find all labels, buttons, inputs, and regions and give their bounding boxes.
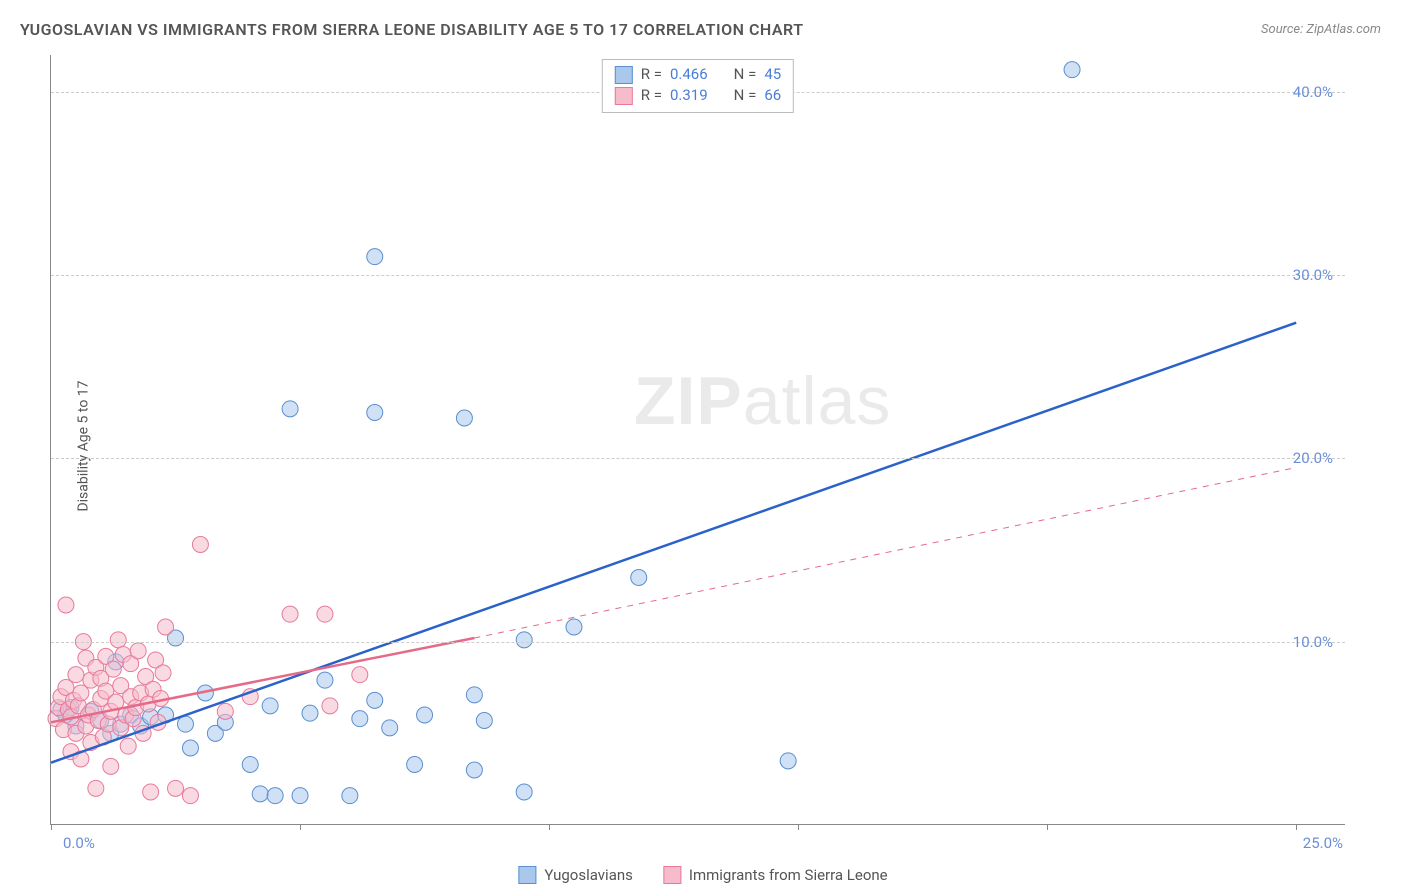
data-point <box>317 672 333 688</box>
data-point <box>182 740 198 756</box>
n-value-1: 66 <box>764 85 781 106</box>
data-point <box>317 606 333 622</box>
data-point <box>262 698 278 714</box>
data-point <box>367 249 383 265</box>
data-point <box>143 784 159 800</box>
data-point <box>292 788 308 804</box>
data-point <box>130 643 146 659</box>
bottom-legend: Yugoslavians Immigrants from Sierra Leon… <box>518 866 887 884</box>
data-point <box>566 619 582 635</box>
data-point <box>103 758 119 774</box>
data-point <box>217 703 233 719</box>
trend-line <box>51 323 1296 763</box>
data-point <box>352 667 368 683</box>
n-value-0: 45 <box>764 64 781 85</box>
trend-line-dashed <box>474 468 1296 639</box>
bottom-swatch-0 <box>518 866 536 884</box>
data-point <box>417 707 433 723</box>
y-tick-label: 30.0% <box>1293 266 1333 284</box>
data-point <box>158 619 174 635</box>
data-point <box>105 661 121 677</box>
data-point <box>1064 62 1080 78</box>
x-tick-label-min: 0.0% <box>63 834 95 852</box>
data-point <box>282 606 298 622</box>
stat-row-0: R = 0.466 N = 45 <box>615 64 781 85</box>
data-point <box>631 570 647 586</box>
data-point <box>367 692 383 708</box>
data-point <box>322 698 338 714</box>
data-point <box>367 405 383 421</box>
data-point <box>466 762 482 778</box>
swatch-series-1 <box>615 87 633 105</box>
data-point <box>110 632 126 648</box>
data-point <box>267 788 283 804</box>
data-point <box>516 784 532 800</box>
y-tick-label: 10.0% <box>1293 633 1333 651</box>
data-point <box>120 738 136 754</box>
chart-title: YUGOSLAVIAN VS IMMIGRANTS FROM SIERRA LE… <box>20 20 804 39</box>
data-point <box>780 753 796 769</box>
data-point <box>155 665 171 681</box>
data-point <box>177 716 193 732</box>
r-value-0: 0.466 <box>670 64 708 85</box>
data-point <box>466 687 482 703</box>
n-label-0: N = <box>734 64 757 85</box>
data-point <box>302 705 318 721</box>
data-point <box>58 597 74 613</box>
r-label-0: R = <box>641 64 662 85</box>
data-point <box>192 537 208 553</box>
plot-area: ZIPatlas R = 0.466 N = 45 R = 0.319 N = … <box>50 55 1345 825</box>
r-label-1: R = <box>641 85 662 106</box>
data-point <box>168 780 184 796</box>
x-tick-label-max: 25.0% <box>1303 834 1343 852</box>
data-point <box>352 711 368 727</box>
stat-row-1: R = 0.319 N = 66 <box>615 85 781 106</box>
bottom-swatch-1 <box>663 866 681 884</box>
data-point <box>382 720 398 736</box>
data-point <box>252 786 268 802</box>
data-point <box>407 757 423 773</box>
bottom-legend-item-1: Immigrants from Sierra Leone <box>663 866 888 884</box>
r-value-1: 0.319 <box>670 85 708 106</box>
data-point <box>182 788 198 804</box>
plot-svg <box>51 55 1345 824</box>
n-label-1: N = <box>734 85 757 106</box>
stat-legend: R = 0.466 N = 45 R = 0.319 N = 66 <box>602 59 794 113</box>
bottom-legend-label-0: Yugoslavians <box>544 866 633 884</box>
data-point <box>68 667 84 683</box>
data-point <box>456 410 472 426</box>
y-tick-label: 40.0% <box>1293 83 1333 101</box>
data-point <box>242 757 258 773</box>
swatch-series-0 <box>615 66 633 84</box>
y-tick-label: 20.0% <box>1293 449 1333 467</box>
bottom-legend-label-1: Immigrants from Sierra Leone <box>689 866 888 884</box>
data-point <box>516 632 532 648</box>
source-label: Source: ZipAtlas.com <box>1261 22 1381 37</box>
data-point <box>282 401 298 417</box>
data-point <box>476 713 492 729</box>
bottom-legend-item-0: Yugoslavians <box>518 866 633 884</box>
data-point <box>342 788 358 804</box>
data-point <box>88 780 104 796</box>
